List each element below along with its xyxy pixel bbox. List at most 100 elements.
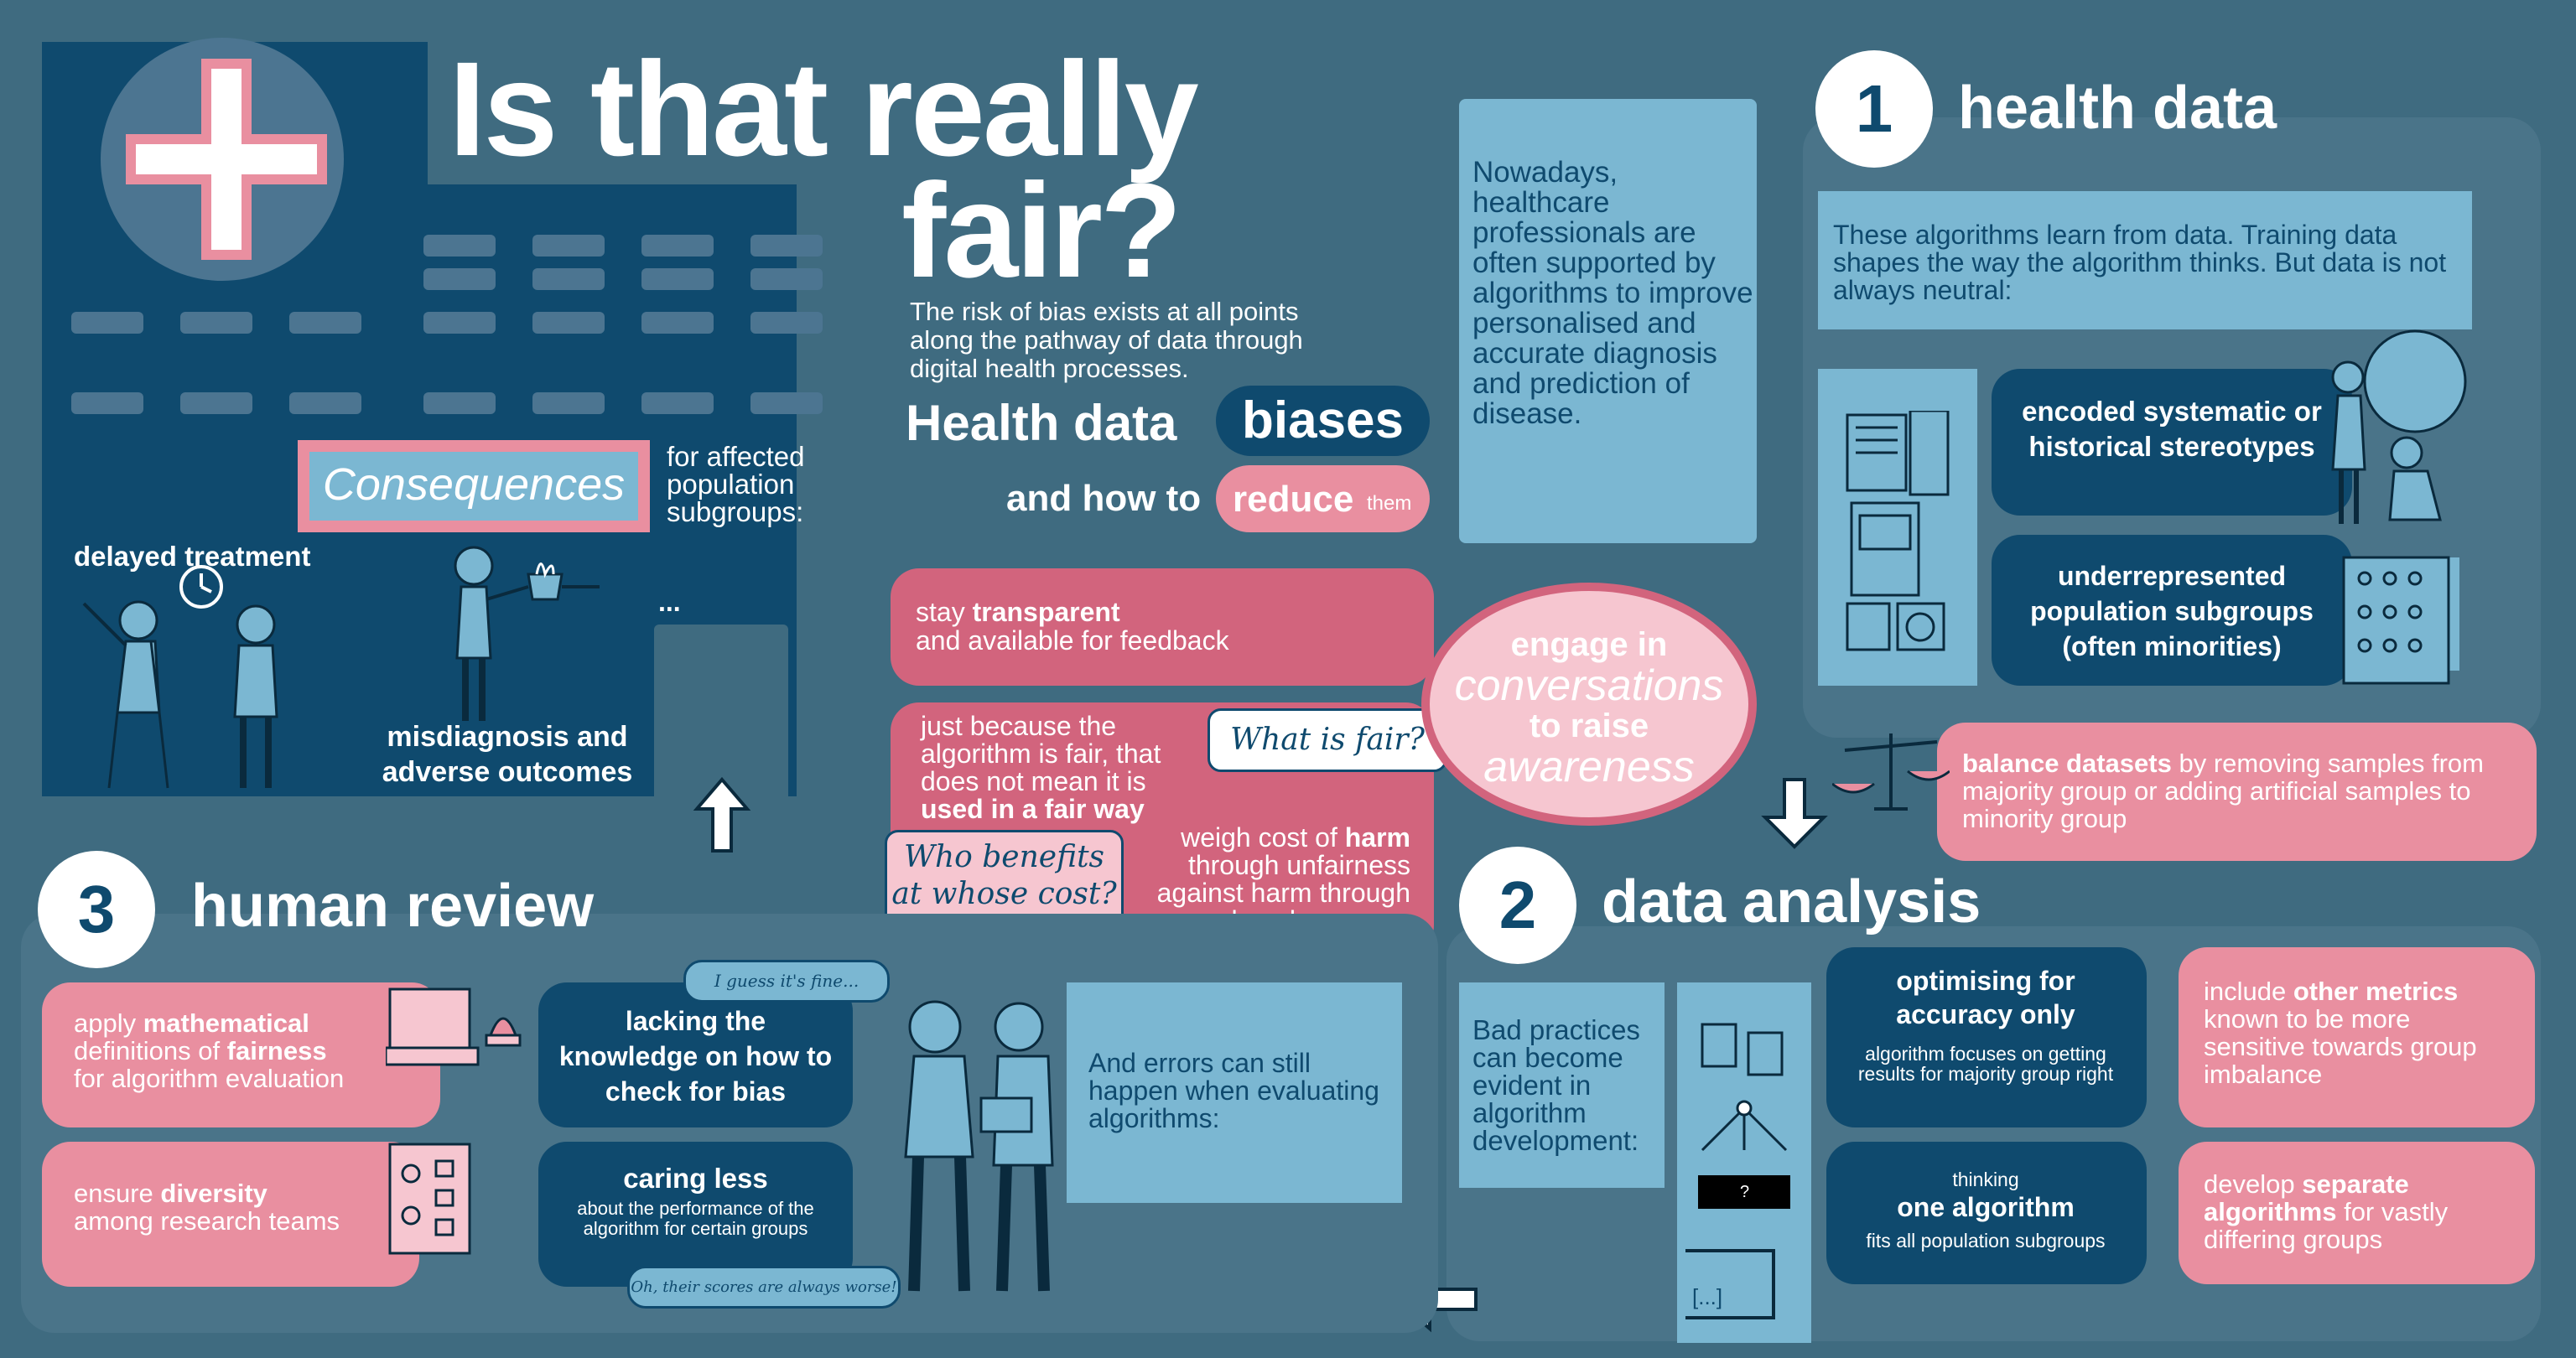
balance-rest: by removing samples from majority group … <box>1962 749 2484 833</box>
engage-line2: conversations <box>1454 661 1724 710</box>
other-metrics-rest: known to be more sensitive towards group… <box>2204 1004 2477 1089</box>
page-title-line1: Is that really <box>449 34 1199 184</box>
engage-line1: engage in <box>1510 626 1668 663</box>
computer-alarm-icon <box>386 987 522 1066</box>
section1-title: health data <box>1958 75 2277 142</box>
underrepresented-text: underrepresented population subgroups (o… <box>2030 561 2314 661</box>
errors-evaluation-text: And errors can still happen when evaluat… <box>1088 1048 1379 1133</box>
section2-intro-box: Bad practices can become evident in algo… <box>1459 982 1665 1188</box>
caring-less-sub: about the performance of the algorithm f… <box>577 1198 814 1239</box>
separate-pre: develop <box>2204 1169 2303 1199</box>
stay-transparent-box: stay transparent and available for feedb… <box>891 568 1434 686</box>
people-grid-icon <box>2342 556 2450 685</box>
documents-icon <box>1846 411 1950 651</box>
separate-algorithms-box: develop separate algorithms for vastly d… <box>2179 1142 2535 1284</box>
math-mid: definitions of <box>74 1036 227 1065</box>
subtitle-reduce-pill: reduce them <box>1216 465 1430 532</box>
scores-worse-bubble: Oh, their scores are always worse! <box>627 1266 901 1309</box>
checklist-icon <box>388 1143 471 1255</box>
subtitle-how-to: and how to <box>1006 478 1202 519</box>
waiting-patients-illustration <box>82 565 278 789</box>
section3-number: 3 <box>38 851 155 968</box>
fair-pre: just because the algorithm is fair, that… <box>921 711 1161 796</box>
diversity-bold: diversity <box>160 1179 267 1208</box>
transparent-bold: transparent <box>972 597 1120 627</box>
section1-number: 1 <box>1815 50 1933 168</box>
separate-bold: separate algorithms <box>2204 1169 2409 1226</box>
down-arrow-icon <box>1761 775 1828 851</box>
mathematical-fairness-box: apply mathematical definitions of fairne… <box>42 982 440 1127</box>
caring-less-box: caring less about the performance of the… <box>538 1142 853 1287</box>
accuracy-only-sub: algorithm focuses on getting results for… <box>1857 1043 2114 1085</box>
what-is-fair-bubble: What is fair? <box>1208 708 1447 772</box>
math-pre: apply <box>74 1008 143 1038</box>
accuracy-only-box: optimising for accuracy only algorithm f… <box>1826 947 2147 1127</box>
caring-less-title: caring less <box>623 1163 768 1194</box>
other-metrics-box: include other metrics known to be more s… <box>2179 947 2535 1127</box>
balance-bold: balance datasets <box>1962 749 2172 778</box>
underrepresented-box: underrepresented population subgroups (o… <box>1992 535 2352 686</box>
section2-intro: Bad practices can become evident in algo… <box>1472 1014 1640 1156</box>
other-metrics-bold: other metrics <box>2293 977 2459 1006</box>
errors-evaluation-box: And errors can still happen when evaluat… <box>1067 982 1402 1203</box>
diversity-pre: ensure <box>74 1179 161 1208</box>
screen-text: [...] <box>1692 1284 1723 1309</box>
engage-line3: to raise <box>1529 708 1649 744</box>
weigh-pre: weigh cost of <box>1181 822 1345 853</box>
subtitle-them: them <box>1367 492 1412 515</box>
separate-rest: for vastly differing groups <box>2204 1197 2449 1254</box>
scale-icon <box>1832 733 1950 811</box>
healthcare-note-text: Nowadays, healthcare professionals are o… <box>1472 156 1753 430</box>
hospital-door <box>654 625 788 801</box>
section2-title: data analysis <box>1602 868 1981 936</box>
fair-bold: used in a fair way <box>921 794 1145 824</box>
sky-cutout <box>428 34 931 184</box>
page-title-line2: fair? <box>901 155 1182 305</box>
transparent-post: and available for feedback <box>916 625 1229 656</box>
diversity-rest: among research teams <box>74 1206 340 1236</box>
lacking-knowledge-text: lacking the knowledge on how to check fo… <box>558 1006 833 1107</box>
stereotypes-box: encoded systematic or historical stereot… <box>1992 369 2352 516</box>
consequence-ellipsis: ... <box>658 587 681 617</box>
section1-intro-box: These algorithms learn from data. Traini… <box>1818 191 2472 329</box>
consequence-misdiagnosis: misdiagnosis and adverse outcomes <box>382 721 633 788</box>
math-bold2: fairness <box>226 1036 327 1065</box>
section2-number: 2 <box>1459 847 1576 964</box>
engage-ellipse: engage in conversations to raise awarene… <box>1421 583 1757 826</box>
stereotypes-text: encoded systematic or historical stereot… <box>2022 396 2322 462</box>
subtitle-biases-pill: biases <box>1216 386 1430 456</box>
guess-its-fine-bubble: I guess it's fine... <box>683 960 890 1003</box>
thinking-people-illustration <box>2331 329 2467 524</box>
intro-text: The risk of bias exists at all points al… <box>910 297 1303 383</box>
math-rest: for algorithm evaluation <box>74 1064 345 1093</box>
documents-illustration-box <box>1818 369 1977 686</box>
section3-title: human review <box>191 873 595 940</box>
accuracy-only-title: optimising for accuracy only <box>1896 966 2075 1029</box>
balance-datasets-box: balance datasets by removing samples fro… <box>1937 723 2537 861</box>
medical-cross-icon <box>126 59 327 260</box>
math-bold: mathematical <box>143 1008 309 1038</box>
engage-line4: awareness <box>1483 743 1695 791</box>
subtitle-health-data: Health data <box>906 395 1177 451</box>
one-algorithm-box: thinking one algorithm fits all populati… <box>1826 1142 2147 1284</box>
svg-text:?: ? <box>1740 1183 1749 1201</box>
one-algorithm-sub: fits all population subgroups <box>1866 1230 2106 1252</box>
other-metrics-pre: include <box>2204 977 2293 1006</box>
consequences-frame: Consequences <box>298 440 650 532</box>
healthcare-note-box: Nowadays, healthcare professionals are o… <box>1459 99 1757 543</box>
network-illustration-box: ? [...] <box>1677 982 1811 1343</box>
section1-intro: These algorithms learn from data. Traini… <box>1833 220 2447 305</box>
diversity-box: ensure diversity among research teams <box>42 1142 419 1287</box>
one-algorithm-title: one algorithm <box>1897 1192 2075 1222</box>
consequences-desc: for affected population subgroups: <box>667 441 805 527</box>
neural-network-icon: ? <box>1685 1023 1790 1319</box>
transparent-pre: stay <box>916 597 973 627</box>
weigh-bold: harm <box>1344 822 1410 853</box>
researchers-illustration <box>904 1000 1054 1292</box>
one-algorithm-pre: thinking <box>1952 1169 2019 1190</box>
lacking-knowledge-box: lacking the knowledge on how to check fo… <box>538 982 853 1127</box>
subtitle-reduce: reduce <box>1233 479 1354 520</box>
patient-with-plant-illustration <box>454 546 600 721</box>
consequences-label: Consequences <box>322 459 626 510</box>
consequence-delayed-treatment: delayed treatment <box>74 541 311 572</box>
